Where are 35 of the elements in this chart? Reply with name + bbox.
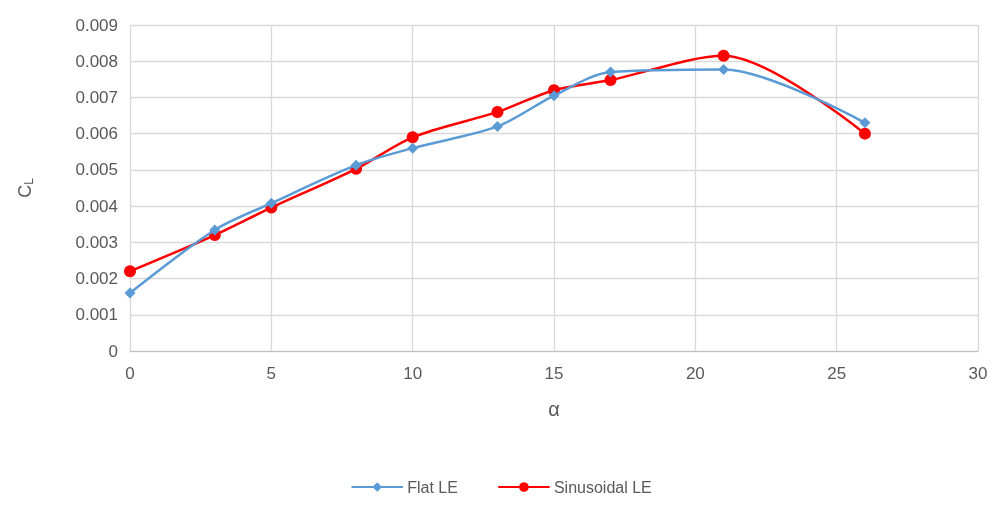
x-tick-label: 10 [403, 364, 423, 383]
x-tick-label: 25 [827, 364, 847, 383]
y-tick-label: 0 [108, 341, 118, 361]
point [209, 224, 221, 236]
x-tick-label: 30 [968, 364, 988, 383]
y-tick-label: 0.007 [75, 87, 118, 107]
point [491, 120, 503, 132]
point [859, 117, 871, 129]
point [406, 131, 419, 144]
y-tick-label: 0.005 [75, 160, 118, 180]
point [717, 49, 730, 62]
x-axis-title: α [548, 398, 560, 420]
point [350, 159, 362, 171]
point [548, 90, 560, 102]
y-tick-label: 0.006 [75, 124, 118, 144]
x-tick-label: 0 [125, 364, 135, 383]
y-tick-label: 0.009 [75, 15, 118, 35]
y-tick-label: 0.003 [75, 232, 118, 252]
point [491, 105, 504, 118]
point [407, 142, 419, 154]
y-axis-title: CL [15, 177, 36, 198]
point [265, 197, 277, 209]
point [718, 64, 730, 76]
point [124, 287, 136, 299]
x-tick-label: 20 [685, 364, 705, 383]
point [858, 127, 871, 140]
x-tick-label: 15 [544, 364, 564, 383]
point [124, 265, 136, 278]
legend-label: Flat LE [407, 478, 458, 496]
y-tick-label: 0.004 [75, 196, 118, 216]
y-tick-label: 0.008 [75, 51, 118, 71]
legend-label: Sinusoidal LE [553, 478, 652, 496]
y-tick-label: 0.002 [75, 269, 118, 289]
y-tick-label: 0.001 [75, 305, 118, 325]
x-tick-label: 5 [266, 364, 277, 383]
